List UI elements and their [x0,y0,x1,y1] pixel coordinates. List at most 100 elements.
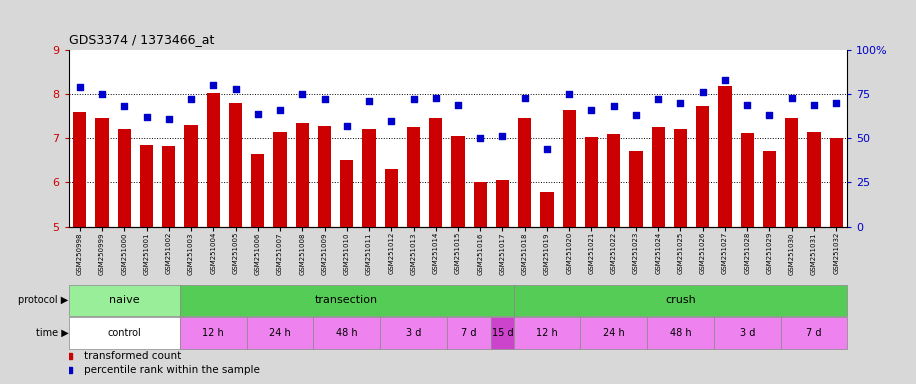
Text: 7 d: 7 d [462,328,477,338]
Bar [429,118,442,227]
Bar [474,182,487,227]
Point [651,96,666,103]
Bar [380,318,447,349]
Bar [363,129,376,227]
Bar [830,138,843,227]
Text: 24 h: 24 h [269,328,291,338]
Bar [452,136,464,227]
Point [228,86,243,92]
Text: GDS3374 / 1373466_at: GDS3374 / 1373466_at [69,33,214,46]
Point [429,94,443,101]
Point [628,112,643,118]
Point [273,107,288,113]
Bar [273,132,287,227]
Bar [496,180,509,227]
Bar [674,129,687,227]
Text: 3 d: 3 d [406,328,421,338]
Text: 48 h: 48 h [336,328,357,338]
Bar [95,118,109,227]
Bar [491,318,514,349]
Point [72,84,87,90]
Bar [162,146,176,227]
Bar [180,318,246,349]
Point [161,116,176,122]
Point [340,123,354,129]
Bar [714,318,780,349]
Bar [718,86,732,227]
Bar [229,103,242,227]
Point [518,94,532,101]
Point [206,82,221,88]
Bar [518,118,531,227]
Text: 3 d: 3 d [739,328,755,338]
Bar [651,127,665,227]
Bar [73,112,86,227]
Point [584,107,599,113]
Bar [180,285,514,316]
Bar [763,151,776,227]
Bar [69,318,180,349]
Bar [629,152,643,227]
Text: time ▶: time ▶ [36,328,69,338]
Bar [246,318,313,349]
Point [606,103,621,109]
Point [784,94,799,101]
Point [184,96,199,103]
Text: 12 h: 12 h [536,328,558,338]
Point [829,100,844,106]
Bar [740,133,754,227]
Text: protocol ▶: protocol ▶ [18,295,69,306]
Bar [296,123,309,227]
Point [562,91,576,97]
Bar [140,145,153,227]
Point [362,98,376,104]
Point [94,91,109,97]
Point [496,133,510,139]
Point [740,102,755,108]
Bar [69,285,180,316]
Bar [340,161,354,227]
Point [317,96,332,103]
Bar [313,318,380,349]
Point [673,100,688,106]
Text: 7 d: 7 d [806,328,822,338]
Bar [785,118,799,227]
Bar [251,154,265,227]
Bar [318,126,332,227]
Bar [514,285,847,316]
Text: 24 h: 24 h [603,328,625,338]
Bar [581,318,647,349]
Text: percentile rank within the sample: percentile rank within the sample [84,364,260,375]
Bar [117,129,131,227]
Point [762,112,777,118]
Point [384,118,398,124]
Bar [207,93,220,227]
Bar [780,318,847,349]
Point [717,77,732,83]
Bar [584,137,598,227]
Bar [647,318,714,349]
Bar [447,318,491,349]
Point [807,102,822,108]
Point [406,96,420,103]
Bar [696,106,709,227]
Bar [514,318,581,349]
Bar [385,169,398,227]
Point [473,135,487,141]
Point [695,89,710,95]
Text: 48 h: 48 h [670,328,692,338]
Point [117,103,132,109]
Bar [540,192,553,227]
Point [540,146,554,152]
Text: 12 h: 12 h [202,328,224,338]
Point [451,102,465,108]
Bar [184,125,198,227]
Text: crush: crush [665,295,696,306]
Text: transformed count: transformed count [84,351,181,361]
Bar [407,127,420,227]
Text: transection: transection [315,295,378,306]
Bar [807,132,821,227]
Text: control: control [107,328,141,338]
Text: naive: naive [109,295,139,306]
Bar [562,109,576,227]
